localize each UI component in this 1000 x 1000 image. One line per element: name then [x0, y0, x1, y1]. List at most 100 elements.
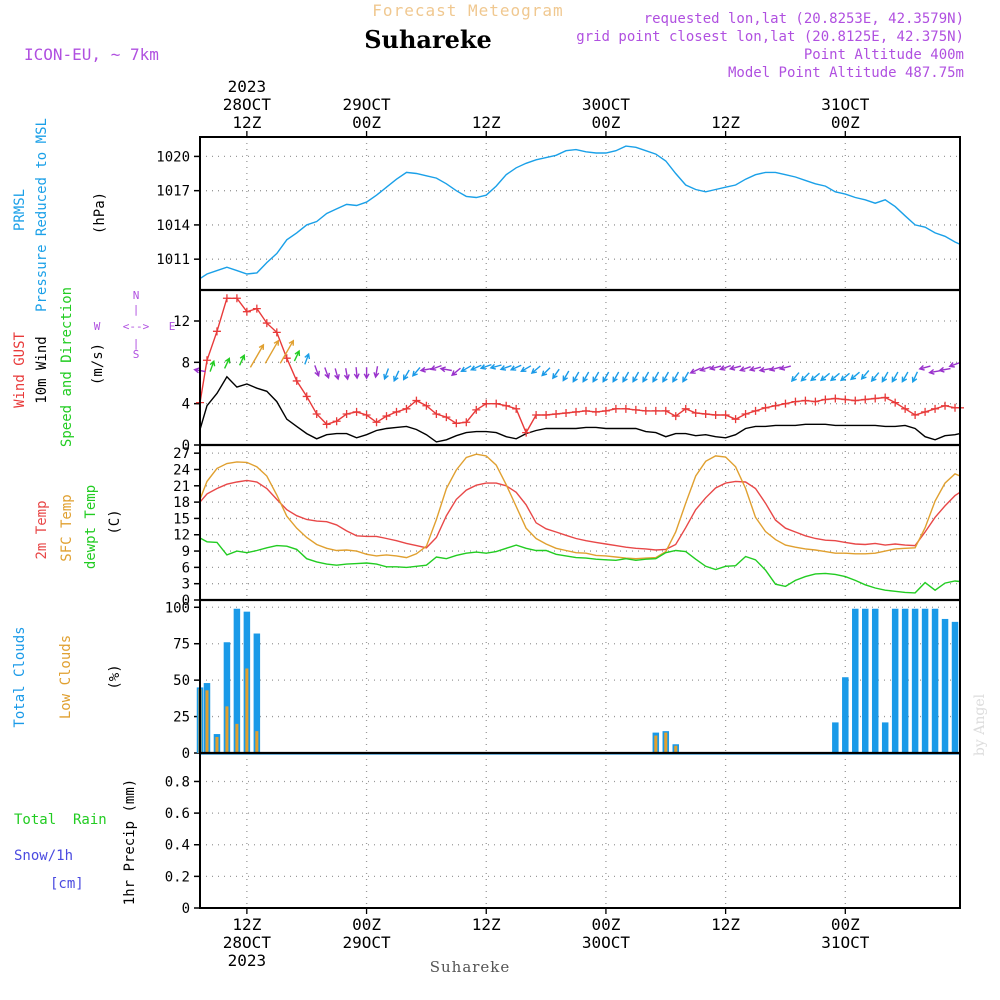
y-tick-label: 0: [182, 901, 190, 917]
total-cloud-bar: [861, 608, 869, 753]
total-cloud-bar: [233, 608, 241, 753]
gust-marker: [202, 356, 211, 365]
top-axis-date: 29OCT: [342, 95, 391, 114]
gust-marker: [432, 410, 441, 418]
top-axis-hour: 00Z: [352, 113, 381, 132]
gust-marker: [661, 406, 670, 415]
wind-direction-arrow: [839, 372, 850, 382]
y-tick-label: 4: [182, 397, 190, 413]
gust-marker: [761, 403, 770, 412]
credit-text: by Angel: [972, 693, 988, 756]
low-cloud-bar: [664, 732, 668, 753]
wind-direction-arrow: [719, 364, 732, 371]
y-tick-label: 6: [182, 560, 190, 576]
gust-marker: [532, 411, 541, 420]
pressure-label: Pressure Reduced to MSL: [34, 118, 50, 312]
sfc-temp-line: [199, 453, 961, 560]
bottom-axis-hour: 00Z: [352, 915, 381, 934]
gust-marker: [691, 408, 700, 417]
gust-marker: [372, 418, 381, 427]
temp2m-line: [199, 479, 961, 551]
gust-marker: [342, 410, 351, 418]
y-tick-label: 0.8: [165, 774, 190, 790]
gust-marker: [781, 399, 790, 408]
wind-direction-arrow: [622, 371, 630, 383]
gust-marker: [262, 319, 271, 328]
wind-direction-arrow: [314, 365, 320, 378]
y-tick-label: 50: [173, 673, 190, 689]
total-cloud-bar: [891, 608, 899, 753]
wind-direction-arrow: [938, 366, 951, 373]
top-axis-date: 28OCT: [223, 95, 272, 114]
wind-direction-arrow: [708, 364, 722, 371]
wind-direction-arrow: [800, 372, 810, 382]
dewpt-line: [199, 537, 961, 594]
plot-area: 1011101410171020048120369121518212427025…: [156, 136, 964, 917]
wind-direction-arrow: [419, 366, 432, 373]
y-tick-label: 15: [173, 511, 190, 527]
y-tick-label: 9: [182, 544, 190, 560]
wind-direction-arrow: [810, 372, 821, 382]
wind-direction-arrow: [602, 371, 610, 383]
wind-direction-arrow: [699, 366, 712, 372]
gust-marker: [611, 404, 620, 413]
gust-marker: [871, 394, 880, 403]
total-cloud-bar: [223, 642, 231, 753]
wind-direction-arrow: [520, 365, 532, 373]
sfc-label: SFC Temp: [59, 494, 75, 561]
top-axis-hour: 12Z: [232, 113, 261, 132]
snow-label: Snow/1h: [14, 848, 73, 864]
total-cloud-bar: [941, 618, 949, 753]
compass-ew: <-->: [123, 320, 150, 333]
gust-marker: [502, 401, 511, 410]
top-axis-hour: 00Z: [591, 113, 620, 132]
bottom-station: Suhareke: [430, 958, 511, 976]
wind-direction-arrow: [790, 372, 800, 383]
wind-direction-arrow: [552, 368, 560, 380]
wind-direction-arrow: [948, 361, 961, 368]
total-cloud-bar: [951, 621, 959, 753]
y-tick-label: 0: [182, 746, 190, 762]
panel-frame: [199, 289, 961, 446]
gust-marker: [811, 397, 820, 406]
y-tick-label: 3: [182, 577, 190, 593]
top-axis-hour: 00Z: [831, 113, 860, 132]
wind-direction-arrow: [460, 365, 472, 373]
top-axis-date: 31OCT: [821, 95, 870, 114]
gust-marker: [621, 404, 630, 413]
point-altitude: Point Altitude 400m: [804, 47, 964, 63]
wind-direction-arrow: [572, 371, 580, 383]
bottom-axis-date: 30OCT: [582, 933, 631, 952]
bottom-axis-date: 31OCT: [821, 933, 870, 952]
gust-marker: [452, 419, 461, 428]
gust-marker: [861, 395, 870, 404]
wind-direction-arrow: [748, 365, 762, 372]
grid-point-coords: grid point closest lon,lat (20.8125E, 42…: [576, 29, 964, 45]
wind-direction-arrow: [439, 366, 452, 373]
gust-marker: [581, 406, 590, 415]
gust-marker: [462, 418, 471, 427]
gust-marker: [901, 404, 910, 413]
wind-direction-arrow: [918, 364, 931, 371]
wind-direction-arrow: [682, 371, 690, 383]
clouds-unit: (%): [107, 664, 123, 689]
total-cloud-bar: [852, 608, 859, 753]
gust-marker: [941, 401, 950, 410]
wind-direction-arrow: [870, 372, 880, 383]
wind-direction-arrow: [689, 367, 701, 374]
gust-marker: [402, 404, 411, 413]
panel-1: 0 4 8 12: [173, 289, 964, 454]
super-title: Forecast Meteogram: [372, 1, 563, 20]
y-tick-label: 1011: [156, 252, 190, 268]
gust-marker: [721, 411, 730, 420]
gust-marker: [362, 411, 371, 420]
gust-marker: [631, 405, 640, 414]
y-tick-label: 75: [173, 637, 190, 653]
top-axis-hour: 12Z: [711, 113, 740, 132]
gust-marker: [641, 406, 650, 415]
wind-direction-arrow: [383, 368, 390, 381]
wind-direction-arrow: [450, 367, 461, 377]
